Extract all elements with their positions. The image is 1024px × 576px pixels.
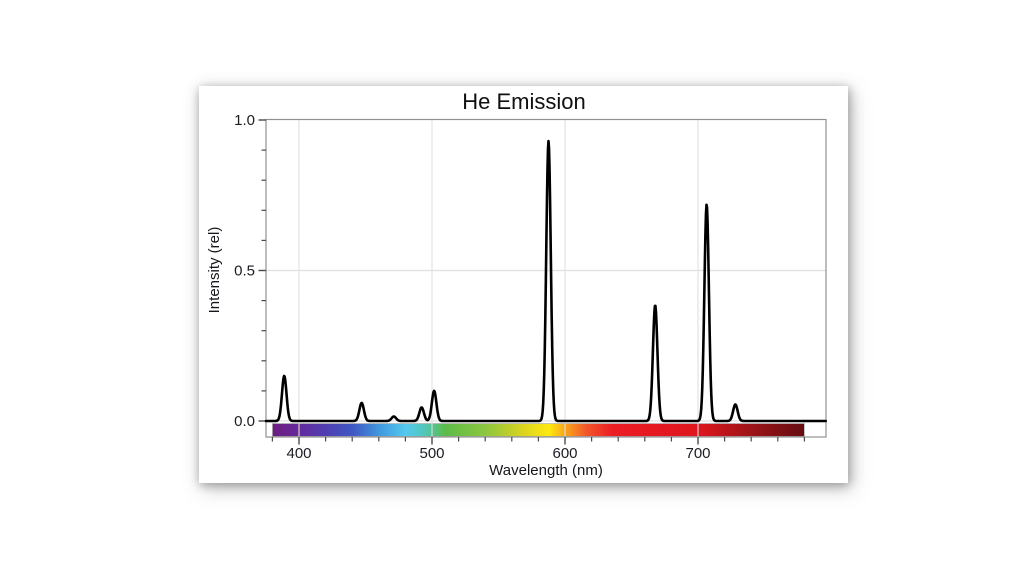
y-tick-label: 1.0: [234, 112, 255, 129]
y-axis-label: Intensity (rel): [206, 227, 223, 314]
x-tick-label: 700: [685, 445, 710, 462]
chart-title: He Emission: [462, 89, 585, 114]
plot-frame: [265, 118, 827, 438]
y-tick-label: 0.0: [234, 413, 255, 430]
spectrum-line: [264, 139, 827, 423]
spectrum-colorbar: [271, 423, 805, 437]
emission-spectrum-chart: 400 500 600 700 0.0 0.5 1.0 He Emission Wavele…: [206, 89, 827, 479]
x-axis-label: Wavelength (nm): [489, 462, 603, 479]
x-tick-label: 400: [286, 445, 311, 462]
x-tick-label: 600: [552, 445, 577, 462]
y-tick-label: 0.5: [234, 263, 255, 280]
plot-layers: 400 500 600 700 0.0 0.5 1.0: [234, 112, 827, 462]
plot-overlay: [264, 139, 827, 423]
x-tick-label: 500: [419, 445, 444, 462]
